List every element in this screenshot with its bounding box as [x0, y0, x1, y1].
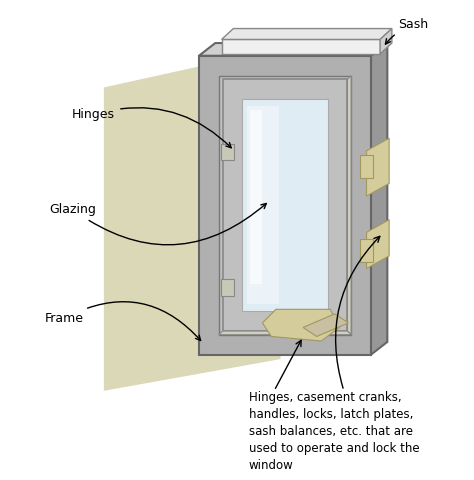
Polygon shape	[347, 76, 351, 335]
Polygon shape	[371, 43, 387, 355]
Text: Glazing: Glazing	[49, 203, 266, 245]
Polygon shape	[247, 107, 279, 304]
Polygon shape	[262, 309, 339, 341]
Polygon shape	[360, 239, 373, 262]
FancyBboxPatch shape	[221, 279, 234, 296]
Polygon shape	[219, 331, 351, 335]
FancyBboxPatch shape	[221, 144, 234, 160]
Text: Hinges, casement cranks,
handles, locks, latch plates,
sash balances, etc. that : Hinges, casement cranks, handles, locks,…	[249, 391, 419, 472]
Polygon shape	[366, 220, 389, 269]
Polygon shape	[222, 79, 347, 331]
Polygon shape	[303, 314, 348, 336]
Polygon shape	[242, 99, 328, 311]
Polygon shape	[199, 56, 371, 355]
Polygon shape	[250, 110, 262, 284]
Polygon shape	[380, 28, 392, 54]
Polygon shape	[222, 28, 392, 39]
Text: Hinges: Hinges	[72, 108, 231, 148]
Polygon shape	[360, 156, 373, 178]
Polygon shape	[104, 48, 281, 391]
Polygon shape	[222, 39, 380, 54]
Text: Frame: Frame	[45, 302, 201, 340]
Polygon shape	[219, 76, 351, 335]
Polygon shape	[199, 43, 387, 56]
Text: Sash: Sash	[385, 18, 428, 44]
Polygon shape	[366, 138, 389, 196]
